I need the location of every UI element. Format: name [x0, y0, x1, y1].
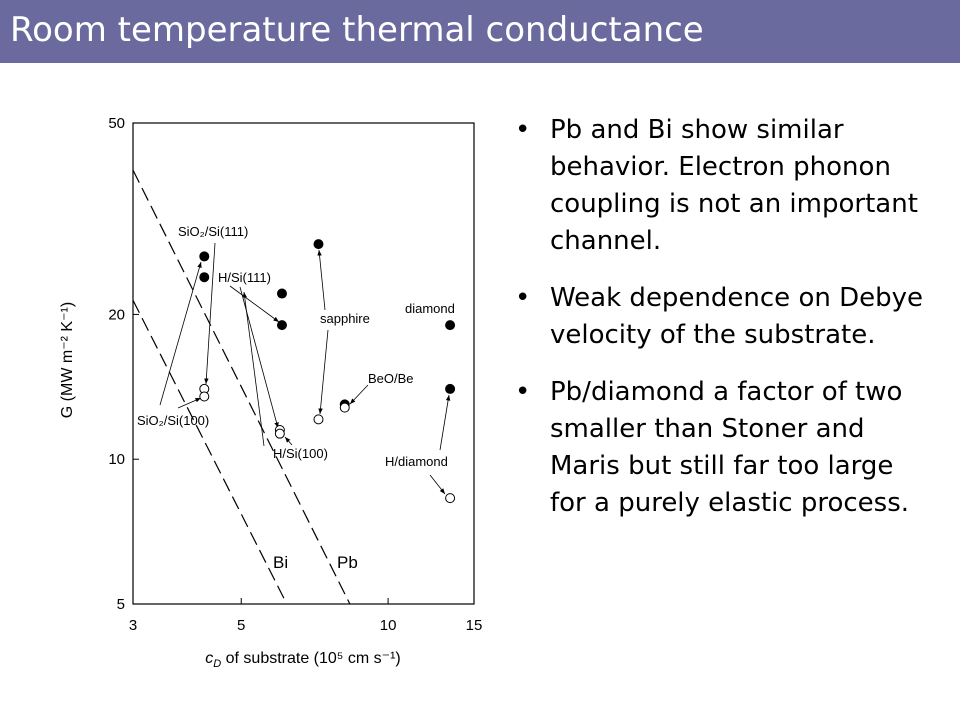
annotation: Bi — [273, 553, 288, 572]
annotation: H/Si(100) — [273, 446, 328, 461]
open-point — [313, 414, 324, 425]
filled-point — [276, 288, 287, 299]
slide-title: Room temperature thermal conductance — [10, 10, 704, 50]
y-tick-label: 20 — [108, 306, 125, 323]
open-point — [274, 428, 285, 439]
bullet: Weak dependence on Debye velocity of the… — [515, 280, 935, 354]
annotation: sapphire — [320, 311, 370, 326]
chart: G (MW m⁻² K⁻¹) cD of substrate (10⁵ cm s… — [59, 115, 483, 670]
x-axis-label: cD of substrate (10⁵ cm s⁻¹) — [205, 650, 401, 670]
filled-point — [445, 383, 456, 394]
filled-point — [199, 251, 210, 262]
arrows — [159, 242, 451, 495]
y-tick-label: 50 — [108, 115, 125, 132]
open-point — [199, 391, 210, 402]
x-tick-label: 15 — [466, 617, 483, 634]
x-tick-label: 5 — [237, 617, 245, 634]
filled-point — [276, 320, 287, 331]
filled-point — [313, 239, 324, 250]
x-label-text: of substrate (10⁵ cm s⁻¹) — [221, 650, 401, 667]
bullet-list: Pb and Bi show similar behavior. Electro… — [515, 112, 935, 542]
annotation: diamond — [405, 301, 455, 316]
annotation: BeO/Be — [368, 371, 414, 386]
y-tick-label: 10 — [108, 451, 125, 468]
y-axis-label: G (MW m⁻² K⁻¹) — [59, 302, 76, 418]
title-bar: Room temperature thermal conductance — [0, 0, 960, 63]
annotation: SiO₂/Si(111) — [178, 224, 248, 239]
annotation: H/Si(111) — [218, 270, 271, 285]
filled-point — [199, 272, 210, 283]
annotation: H/diamond — [385, 454, 448, 469]
plot-frame — [132, 122, 475, 605]
bullet: Pb/diamond a factor of two smaller than … — [515, 374, 935, 522]
y-tick-label: 5 — [117, 596, 125, 613]
x-label-sub: D — [213, 658, 221, 670]
x-tick-label: 3 — [129, 617, 137, 634]
annotation: SiO₂/Si(100) — [137, 413, 209, 428]
bullet: Pb and Bi show similar behavior. Electro… — [515, 112, 935, 260]
dashed-line — [132, 169, 351, 605]
annotation: Pb — [337, 553, 358, 572]
filled-point — [445, 320, 456, 331]
x-label-symbol: c — [205, 650, 213, 667]
x-tick-label: 10 — [380, 617, 397, 634]
dashed-line — [132, 300, 288, 605]
open-point — [339, 402, 350, 413]
open-point — [445, 493, 456, 504]
